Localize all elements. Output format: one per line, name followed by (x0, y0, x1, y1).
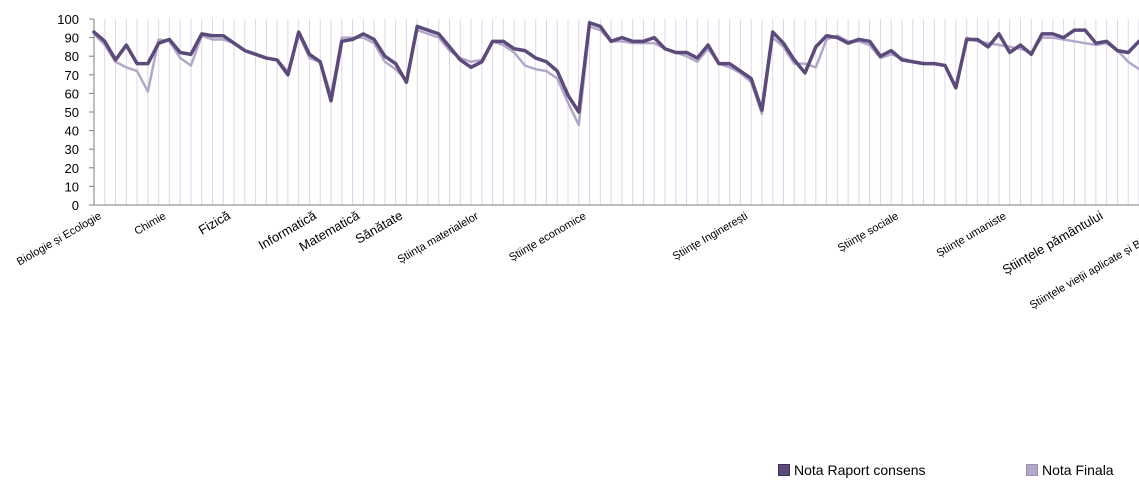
y-tick-label: 60 (65, 86, 79, 101)
legend-swatch-nota-raport-consens (778, 464, 790, 476)
series-line-nota-raport-consens (92, 20, 1139, 114)
x-category-label: Științe umaniste (935, 210, 1009, 260)
x-category-label: Științe economice (507, 210, 588, 264)
legend-item-nota-finala: Nota Finala (1026, 462, 1114, 478)
x-category-label: Științe sociale (836, 210, 901, 254)
y-tick-label: 70 (65, 68, 79, 83)
grid-lines (93, 19, 1139, 205)
y-tick-label: 50 (65, 105, 79, 120)
legend-item-nota-raport-consens: Nota Raport consens (778, 462, 926, 478)
legend-label-nota-finala: Nota Finala (1042, 462, 1114, 478)
x-category-label: Știința materialelor (396, 210, 481, 266)
x-axis: Biologie și Ecologie Chimie Fizică Informat… (15, 204, 1139, 312)
y-tick-label: 90 (65, 31, 79, 46)
x-category-label: Fizică (196, 207, 234, 237)
y-tick-label: 100 (57, 12, 79, 27)
series-lines (92, 20, 1139, 127)
y-tick-label: 80 (65, 49, 79, 64)
y-tick-label: 30 (65, 142, 79, 157)
y-tick-label: 40 (65, 124, 79, 139)
y-tick-label: 10 (65, 179, 79, 194)
x-category-label: Științe Inginerești (671, 210, 750, 263)
y-tick-label: 20 (65, 161, 79, 176)
x-category-label: Chimie (132, 210, 168, 238)
legend-swatch-nota-finala (1026, 464, 1038, 476)
y-axis: 0 10 20 30 40 50 60 70 80 90 100 (57, 12, 95, 213)
legend-label-nota-raport-consens: Nota Raport consens (794, 462, 926, 478)
x-category-label: Sănătate (353, 208, 406, 247)
x-category-label: Biologie și Ecologie (15, 210, 104, 268)
y-tick-label: 0 (72, 198, 79, 213)
